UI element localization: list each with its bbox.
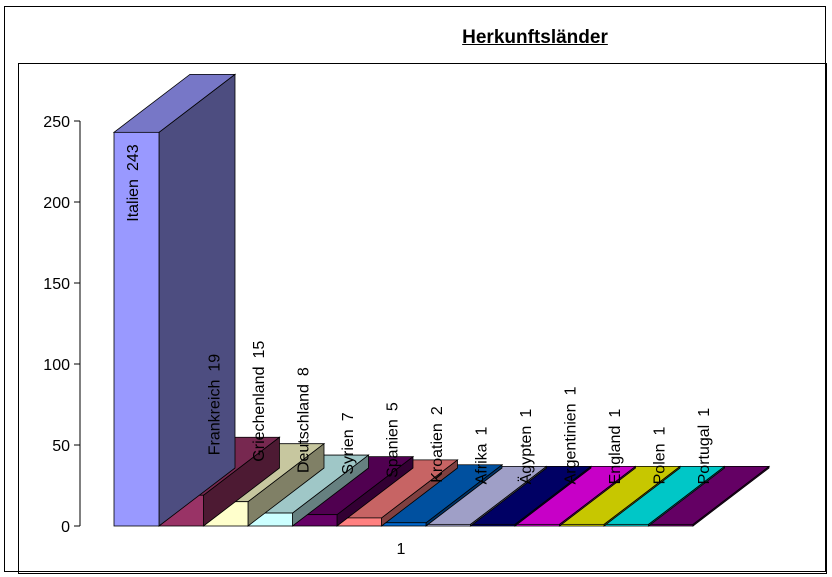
bar-italien	[112, 73, 237, 527]
bars	[112, 73, 771, 527]
data-label-frankreich: Frankreich19	[207, 354, 224, 455]
data-label-italien: Italien243	[125, 144, 142, 222]
data-label-polen: Polen1	[652, 426, 669, 484]
plot-area-frame	[18, 63, 827, 574]
chart-title: Herkunftsländer	[462, 27, 608, 48]
data-label-argentinien: Argentinien1	[563, 386, 580, 484]
data-label-england: England1	[607, 409, 624, 485]
bar-argentinien	[513, 465, 637, 527]
y-tick-label: 250	[43, 114, 70, 131]
data-label-griechenland: Griechenland15	[251, 341, 268, 462]
y-axis: 0 50 100 150 200 250	[43, 114, 81, 536]
data-label-spanien: Spanien5	[385, 402, 402, 478]
x-tick-label: 1	[397, 541, 406, 558]
data-label-portugal: Portugal1	[696, 408, 713, 485]
data-label-kroatien: Kroatien2	[429, 406, 446, 483]
bar-labels: Italien243 Frankreich19 Griechenland15 Deut…	[125, 144, 713, 484]
bar-ägypten	[468, 465, 593, 527]
y-tick-label: 50	[52, 438, 70, 455]
data-label-ägypten: Ägypten1	[517, 409, 535, 485]
bar-kroatien	[379, 463, 504, 527]
y-tick-label: 150	[43, 276, 70, 293]
y-tick-label: 200	[43, 195, 70, 212]
y-tick-label: 0	[61, 519, 70, 536]
data-label-deutschland: Deutschland8	[296, 367, 313, 473]
data-label-afrika: Afrika1	[474, 426, 491, 484]
data-label-syrien: Syrien7	[340, 412, 357, 474]
y-tick-label: 100	[43, 357, 70, 374]
